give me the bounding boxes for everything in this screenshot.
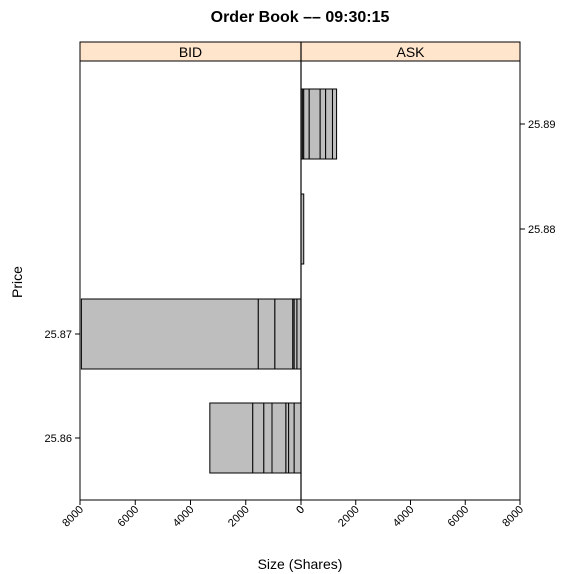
- y-tick-label-25.87: 25.87: [44, 329, 72, 341]
- x-tick-bid-6000-label: 6000: [116, 504, 142, 530]
- bid-bar-25.87-segment-3: [274, 298, 294, 370]
- bid-bar-25.86-segment-3: [271, 402, 287, 474]
- x-tick-bid-4000-label: 4000: [171, 504, 197, 530]
- x-tick-ask-8000-label: 8000: [500, 504, 526, 530]
- bid-bar-25.86-segment-1: [288, 402, 295, 474]
- ask-bar-25.89-segment-5: [325, 88, 333, 160]
- bid-bar-25.86-segment-0: [293, 402, 302, 474]
- plot-frame: [79, 60, 521, 501]
- y-tick-label-25.86: 25.86: [44, 433, 72, 445]
- x-tick-ask-0-label: 0: [294, 504, 307, 517]
- bid-bar-25.86-segment-6: [209, 402, 254, 474]
- panel-ask-bg: [301, 61, 520, 500]
- ask-bar-25.89-segment-3: [308, 88, 321, 160]
- x-tick-ask-4000-label: 4000: [391, 504, 417, 530]
- bid-bar-25.87-segment-5: [80, 298, 259, 370]
- chart-title: Order Book –– 09:30:15: [211, 9, 390, 26]
- y-axis-label: Price: [9, 266, 25, 298]
- x-axis-label: Size (Shares): [258, 556, 343, 572]
- plot-area: BID ASK: [79, 41, 521, 500]
- ask-bar-25.89-segment-4: [319, 88, 327, 160]
- y-tick-label-25.88: 25.88: [528, 224, 556, 236]
- y-tick-label-25.89: 25.89: [528, 119, 556, 131]
- x-tick-ask-2000-label: 2000: [336, 504, 362, 530]
- bid-bar-25.87-segment-4: [257, 298, 276, 370]
- bid-bar-25.86-segment-5: [252, 402, 265, 474]
- x-tick-ask-6000-label: 6000: [446, 504, 472, 530]
- bid-bar-25.86-segment-4: [263, 402, 273, 474]
- bid-bar-25.87-segment-0: [296, 298, 302, 370]
- ask-bar-25.89-segment-6: [331, 88, 338, 160]
- x-tick-bid-8000-label: 8000: [60, 504, 86, 530]
- x-tick-bid-2000-label: 2000: [226, 504, 252, 530]
- strip-label-bid: BID: [179, 44, 202, 60]
- ask-bar-25.89-segment-2: [303, 88, 310, 160]
- strip-label-ask: ASK: [396, 44, 425, 60]
